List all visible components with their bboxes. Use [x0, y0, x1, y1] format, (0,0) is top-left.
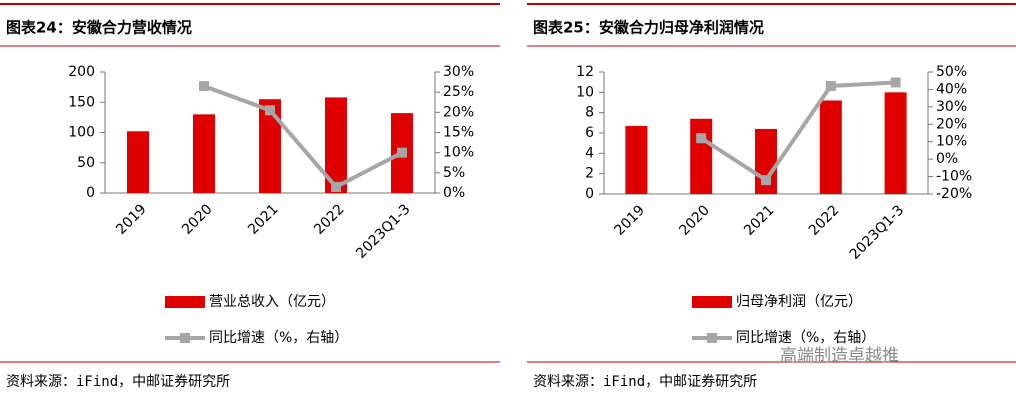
- bar: [259, 99, 281, 193]
- legend-swatch: [165, 296, 205, 308]
- source: 资料来源：iFind，中邮证券研究所: [6, 374, 230, 390]
- line-marker: [890, 77, 901, 88]
- y-tick-label: 12: [576, 64, 594, 80]
- chart-title: 图表25：安徽合力归母净利润情况: [533, 19, 764, 37]
- x-tick-label: 2021: [245, 201, 282, 238]
- legend-marker: [180, 333, 190, 343]
- y-tick-label: 4: [585, 145, 594, 161]
- bar: [325, 97, 347, 193]
- y-tick-label: 8: [585, 105, 594, 121]
- y2-tick-label: 50%: [936, 64, 967, 80]
- y-tick-label: 200: [68, 64, 95, 80]
- bar: [193, 114, 215, 193]
- source: 资料来源：iFind，中邮证券研究所: [533, 374, 757, 390]
- y2-tick-label: 40%: [936, 81, 967, 97]
- line-marker: [761, 175, 771, 186]
- y2-tick-label: 15%: [443, 125, 474, 141]
- line-marker: [331, 181, 341, 192]
- x-tick-label: 2023Q1-3: [353, 201, 413, 261]
- bar: [127, 131, 149, 193]
- x-tick-label: 2019: [612, 202, 649, 239]
- legend-label: 同比增速（%，右轴）: [209, 330, 348, 346]
- y2-tick-label: 30%: [936, 99, 967, 115]
- y-tick-label: 50: [77, 155, 95, 171]
- x-tick-label: 2020: [179, 201, 216, 238]
- line-marker: [265, 105, 275, 116]
- line-marker: [696, 133, 707, 144]
- line-marker: [199, 81, 209, 92]
- chart-title: 图表24：安徽合力营收情况: [6, 19, 192, 37]
- y2-tick-label: 10%: [443, 145, 474, 161]
- line: [203, 84, 403, 190]
- legend-label: 归母净利润（亿元）: [736, 293, 862, 310]
- y2-tick-label: -10%: [936, 169, 972, 185]
- legend-label: 营业总收入（亿元）: [209, 294, 335, 310]
- y-tick-label: 2: [585, 166, 594, 182]
- x-tick-label: 2022: [311, 201, 348, 238]
- y2-tick-label: -20%: [936, 186, 972, 202]
- legend-swatch: [692, 296, 732, 308]
- legend-marker: [707, 333, 717, 343]
- line-marker: [825, 80, 836, 91]
- y2-tick-label: 30%: [443, 64, 474, 80]
- line-marker: [397, 147, 407, 158]
- bar: [884, 92, 907, 194]
- y-tick-label: 150: [68, 94, 95, 110]
- x-tick-label: 2021: [741, 202, 778, 239]
- y2-tick-label: 0%: [443, 185, 465, 201]
- bar: [625, 125, 648, 194]
- x-tick-label: 2019: [113, 201, 150, 238]
- y2-tick-label: 20%: [936, 116, 967, 132]
- y-tick-label: 100: [68, 125, 95, 141]
- y2-tick-label: 0%: [936, 151, 958, 167]
- x-tick-label: 2020: [676, 202, 713, 239]
- y2-tick-label: 20%: [443, 104, 474, 120]
- bar: [690, 118, 713, 194]
- x-tick-label: 2023Q1-3: [847, 202, 907, 262]
- y-tick-label: 6: [585, 125, 594, 141]
- y2-tick-label: 25%: [443, 84, 474, 100]
- y-tick-label: 10: [576, 84, 594, 100]
- bar: [819, 100, 842, 194]
- y2-tick-label: 10%: [936, 134, 967, 150]
- line: [700, 80, 896, 183]
- y-tick-label: 0: [86, 185, 95, 201]
- watermark: 高端制造卓越推: [780, 346, 899, 366]
- y2-tick-label: 5%: [443, 165, 465, 181]
- y-tick-label: 0: [585, 186, 594, 202]
- legend-label: 同比增速（%，右轴）: [736, 330, 875, 346]
- x-tick-label: 2022: [806, 202, 843, 239]
